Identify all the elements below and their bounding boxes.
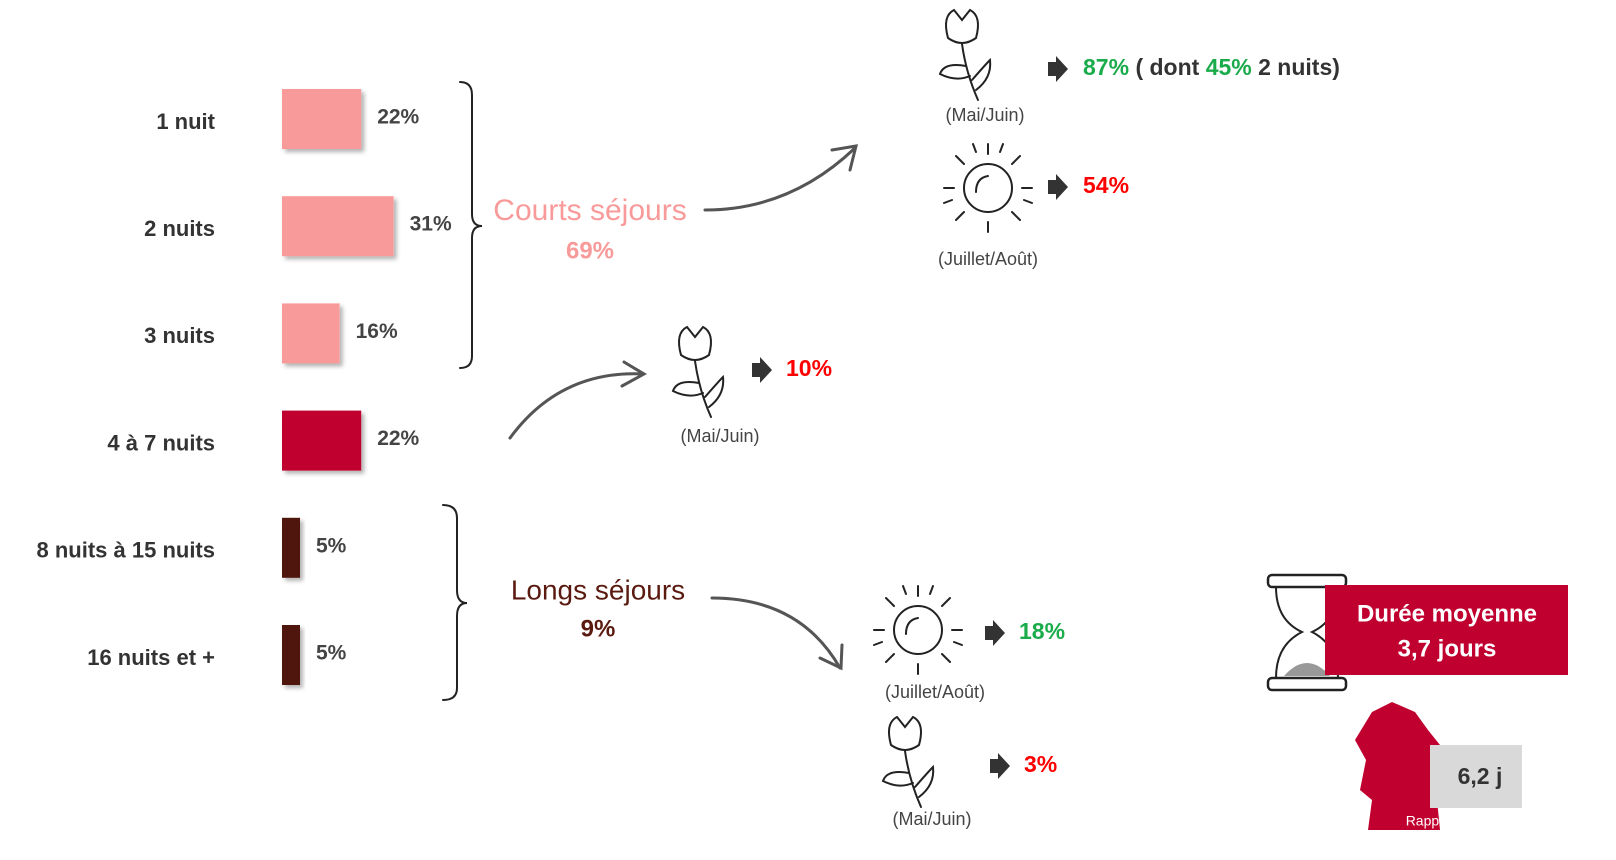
result-part: 2 nuits): [1258, 54, 1340, 80]
value-label: 22%: [377, 106, 419, 129]
group-total: 69%: [566, 237, 614, 264]
period: (Mai/Juin): [945, 105, 1024, 125]
bar: [282, 303, 340, 364]
bar: [282, 89, 362, 149]
pointer: [752, 357, 772, 383]
region-label: Rappel Région: [1406, 813, 1499, 829]
value-label: 16%: [356, 320, 398, 343]
category-label: 8 nuits à 15 nuits: [37, 538, 216, 563]
value-label: 5%: [316, 642, 347, 665]
bracket: [459, 81, 483, 369]
result: 87% ( dont 45% 2 nuits): [1083, 54, 1340, 80]
average-title: Durée moyenne: [1357, 600, 1537, 627]
value-label: 5%: [316, 534, 347, 557]
category-label: 4 à 7 nuits: [107, 430, 215, 455]
sun-icon: [943, 143, 1033, 233]
flower-icon: [939, 9, 992, 101]
arrow: [703, 144, 859, 212]
pointer: [1048, 174, 1068, 200]
value-label: 22%: [377, 427, 419, 450]
result-part: 45%: [1206, 54, 1252, 80]
region-map: [1355, 702, 1440, 830]
hourglass-icon: [1266, 573, 1348, 692]
result: 18%: [1019, 618, 1065, 644]
period: (Mai/Juin): [680, 426, 759, 446]
period: (Mai/Juin): [892, 809, 971, 829]
arrow: [710, 596, 844, 671]
result: 3%: [1024, 751, 1057, 777]
category-label: 3 nuits: [144, 323, 215, 348]
bar: [282, 625, 300, 685]
bar: [282, 410, 362, 471]
arrow: [508, 360, 648, 440]
group-label: Courts séjours: [493, 194, 686, 227]
category-label: 16 nuits et +: [87, 645, 215, 670]
category-label: 2 nuits: [144, 216, 215, 241]
bar: [282, 517, 300, 578]
category-label: 1 nuit: [156, 109, 215, 134]
average-value: 3,7 jours: [1398, 635, 1497, 662]
value-label: 31%: [410, 213, 452, 236]
period: (Juillet/Août): [938, 249, 1038, 269]
period: (Juillet/Août): [885, 682, 985, 702]
pointer: [990, 753, 1010, 779]
result-part: ( dont: [1135, 54, 1199, 80]
result: 10%: [786, 355, 832, 381]
bar-chart: 1 nuit 22% 2 nuits 31% 3 nuits 16% 4 à 7 nuits…: [37, 89, 452, 685]
bar: [282, 196, 394, 257]
result: 54%: [1083, 172, 1129, 198]
pointer: [1048, 56, 1068, 82]
bracket: [442, 504, 468, 701]
result-part: 87%: [1083, 54, 1129, 80]
region-box: [1430, 745, 1522, 808]
flower-icon: [672, 326, 725, 418]
group-label: Longs séjours: [511, 574, 685, 605]
average-box: [1325, 585, 1568, 675]
flower-icon: [882, 716, 935, 808]
sun-icon: [873, 585, 963, 675]
pointer: [985, 620, 1005, 646]
region-value: 6,2 j: [1458, 763, 1503, 789]
group-total: 9%: [581, 615, 616, 642]
